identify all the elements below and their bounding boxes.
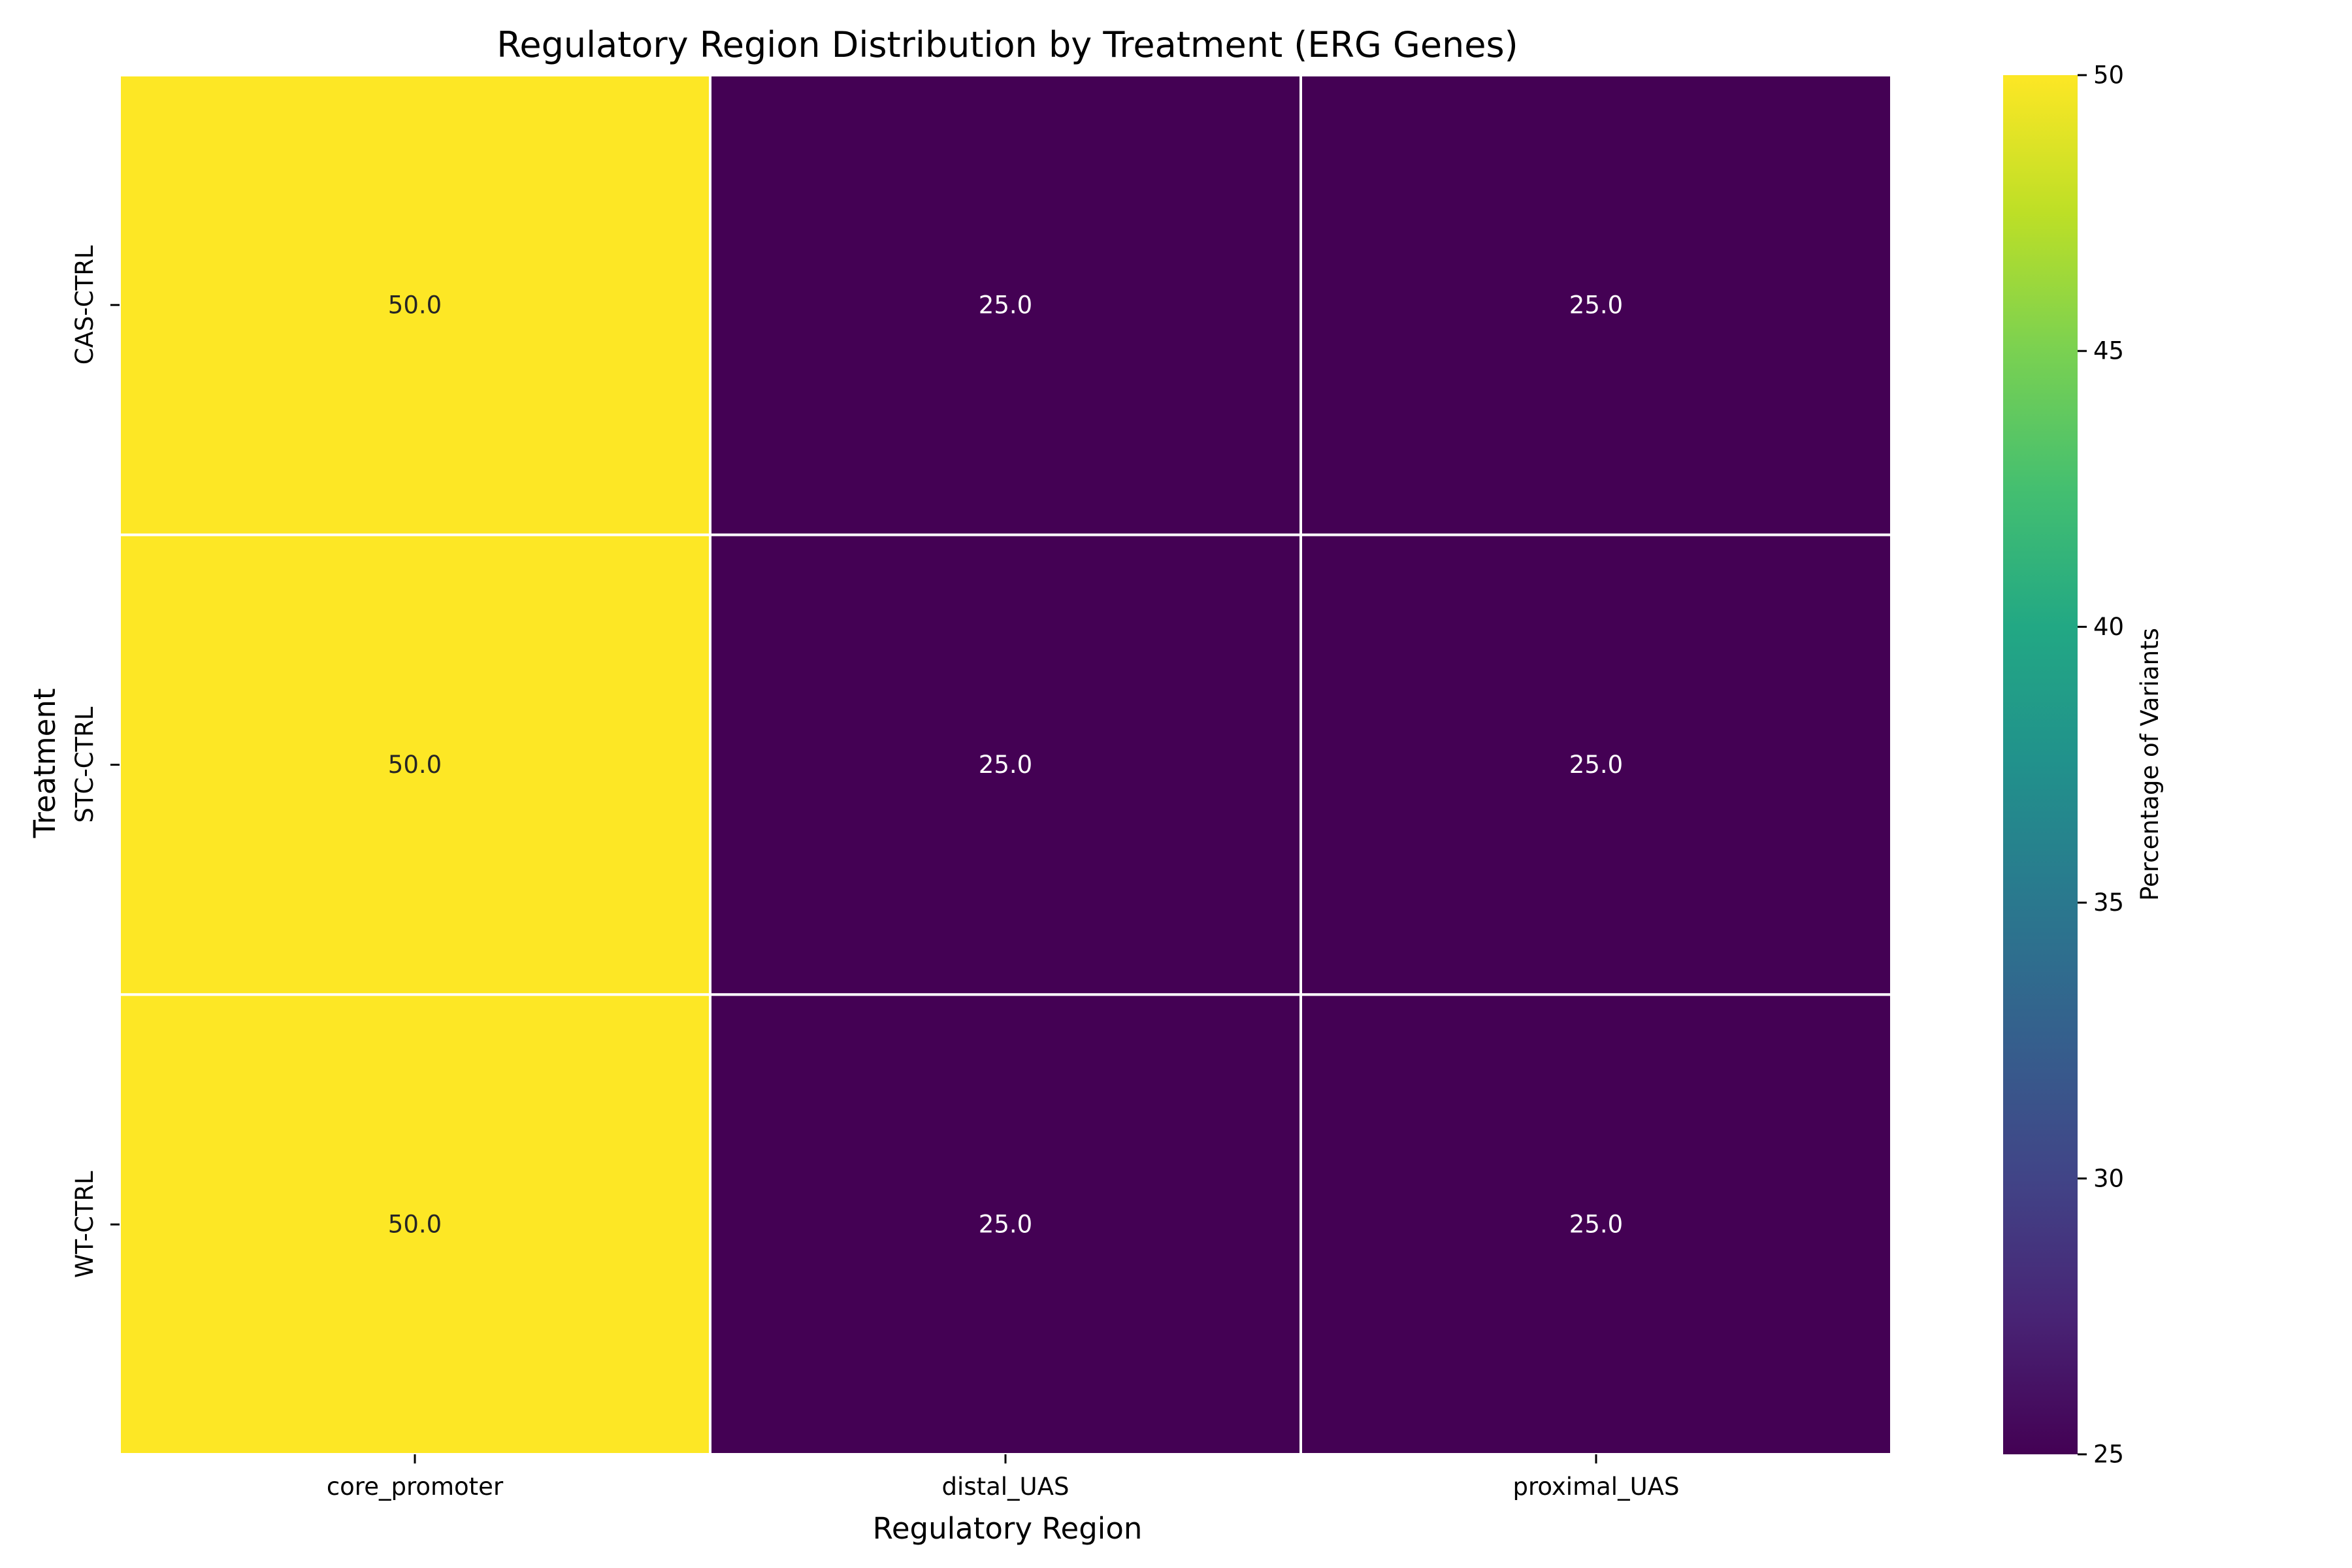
colorbar-tick-label: 40 — [2093, 613, 2124, 641]
colorbar-tick-label: 30 — [2093, 1164, 2124, 1192]
cell-value-label: 25.0 — [1569, 291, 1623, 319]
colorbar-tick-label: 25 — [2093, 1441, 2124, 1469]
heatmap-cell — [709, 533, 1302, 996]
colorbar-label: Percentage of Variants — [2136, 628, 2164, 901]
heatmap-cell — [709, 993, 1302, 1456]
colorbar — [2003, 75, 2078, 1454]
heatmap-cell — [709, 74, 1302, 536]
cell-value-label: 50.0 — [388, 751, 442, 779]
y-axis-ticks: CAS-CTRL STC-CTRL WT-CTRL — [71, 245, 120, 1278]
cell-value-label: 50.0 — [388, 1211, 442, 1239]
heatmap-cell-labels: 50.0 25.0 25.0 50.0 25.0 25.0 50.0 25.0 25.0 — [388, 291, 1623, 1238]
x-tick-label: core_promoter — [327, 1473, 504, 1501]
x-tick-label: proximal_UAS — [1513, 1473, 1680, 1501]
heatmap-cells — [118, 74, 1893, 1456]
y-tick-label: WT-CTRL — [71, 1171, 99, 1278]
colorbar-tick-label: 35 — [2093, 889, 2124, 917]
colorbar-tick-label: 45 — [2093, 337, 2124, 365]
cell-value-label: 25.0 — [979, 1211, 1032, 1239]
cell-value-label: 25.0 — [1569, 1211, 1623, 1239]
colorbar-ticks: 25 30 35 40 45 50 — [2078, 61, 2124, 1469]
colorbar-tick-label: 50 — [2093, 61, 2124, 90]
cell-value-label: 25.0 — [979, 751, 1032, 779]
y-tick-label: CAS-CTRL — [71, 245, 99, 365]
heatmap-cell — [1299, 533, 1893, 996]
heatmap-cell — [118, 533, 711, 996]
heatmap-cell — [1299, 74, 1893, 536]
y-tick-label: STC-CTRL — [71, 706, 99, 823]
cell-value-label: 50.0 — [388, 291, 442, 319]
chart-title: Regulatory Region Distribution by Treatm… — [497, 24, 1518, 65]
x-tick-label: distal_UAS — [942, 1473, 1070, 1501]
x-axis-ticks: core_promoter distal_UAS proximal_UAS — [327, 1454, 1680, 1501]
cell-value-label: 25.0 — [979, 291, 1032, 319]
cell-value-label: 25.0 — [1569, 751, 1623, 779]
heatmap-cell — [118, 74, 711, 536]
heatmap-cell — [118, 993, 711, 1456]
y-axis-label: Treatment — [27, 689, 62, 839]
x-axis-label: Regulatory Region — [873, 1511, 1143, 1546]
